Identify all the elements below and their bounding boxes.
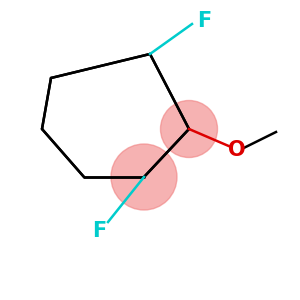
- Text: F: F: [92, 221, 106, 241]
- Circle shape: [160, 100, 218, 158]
- Text: F: F: [197, 11, 211, 31]
- Circle shape: [111, 144, 177, 210]
- Text: O: O: [228, 140, 246, 160]
